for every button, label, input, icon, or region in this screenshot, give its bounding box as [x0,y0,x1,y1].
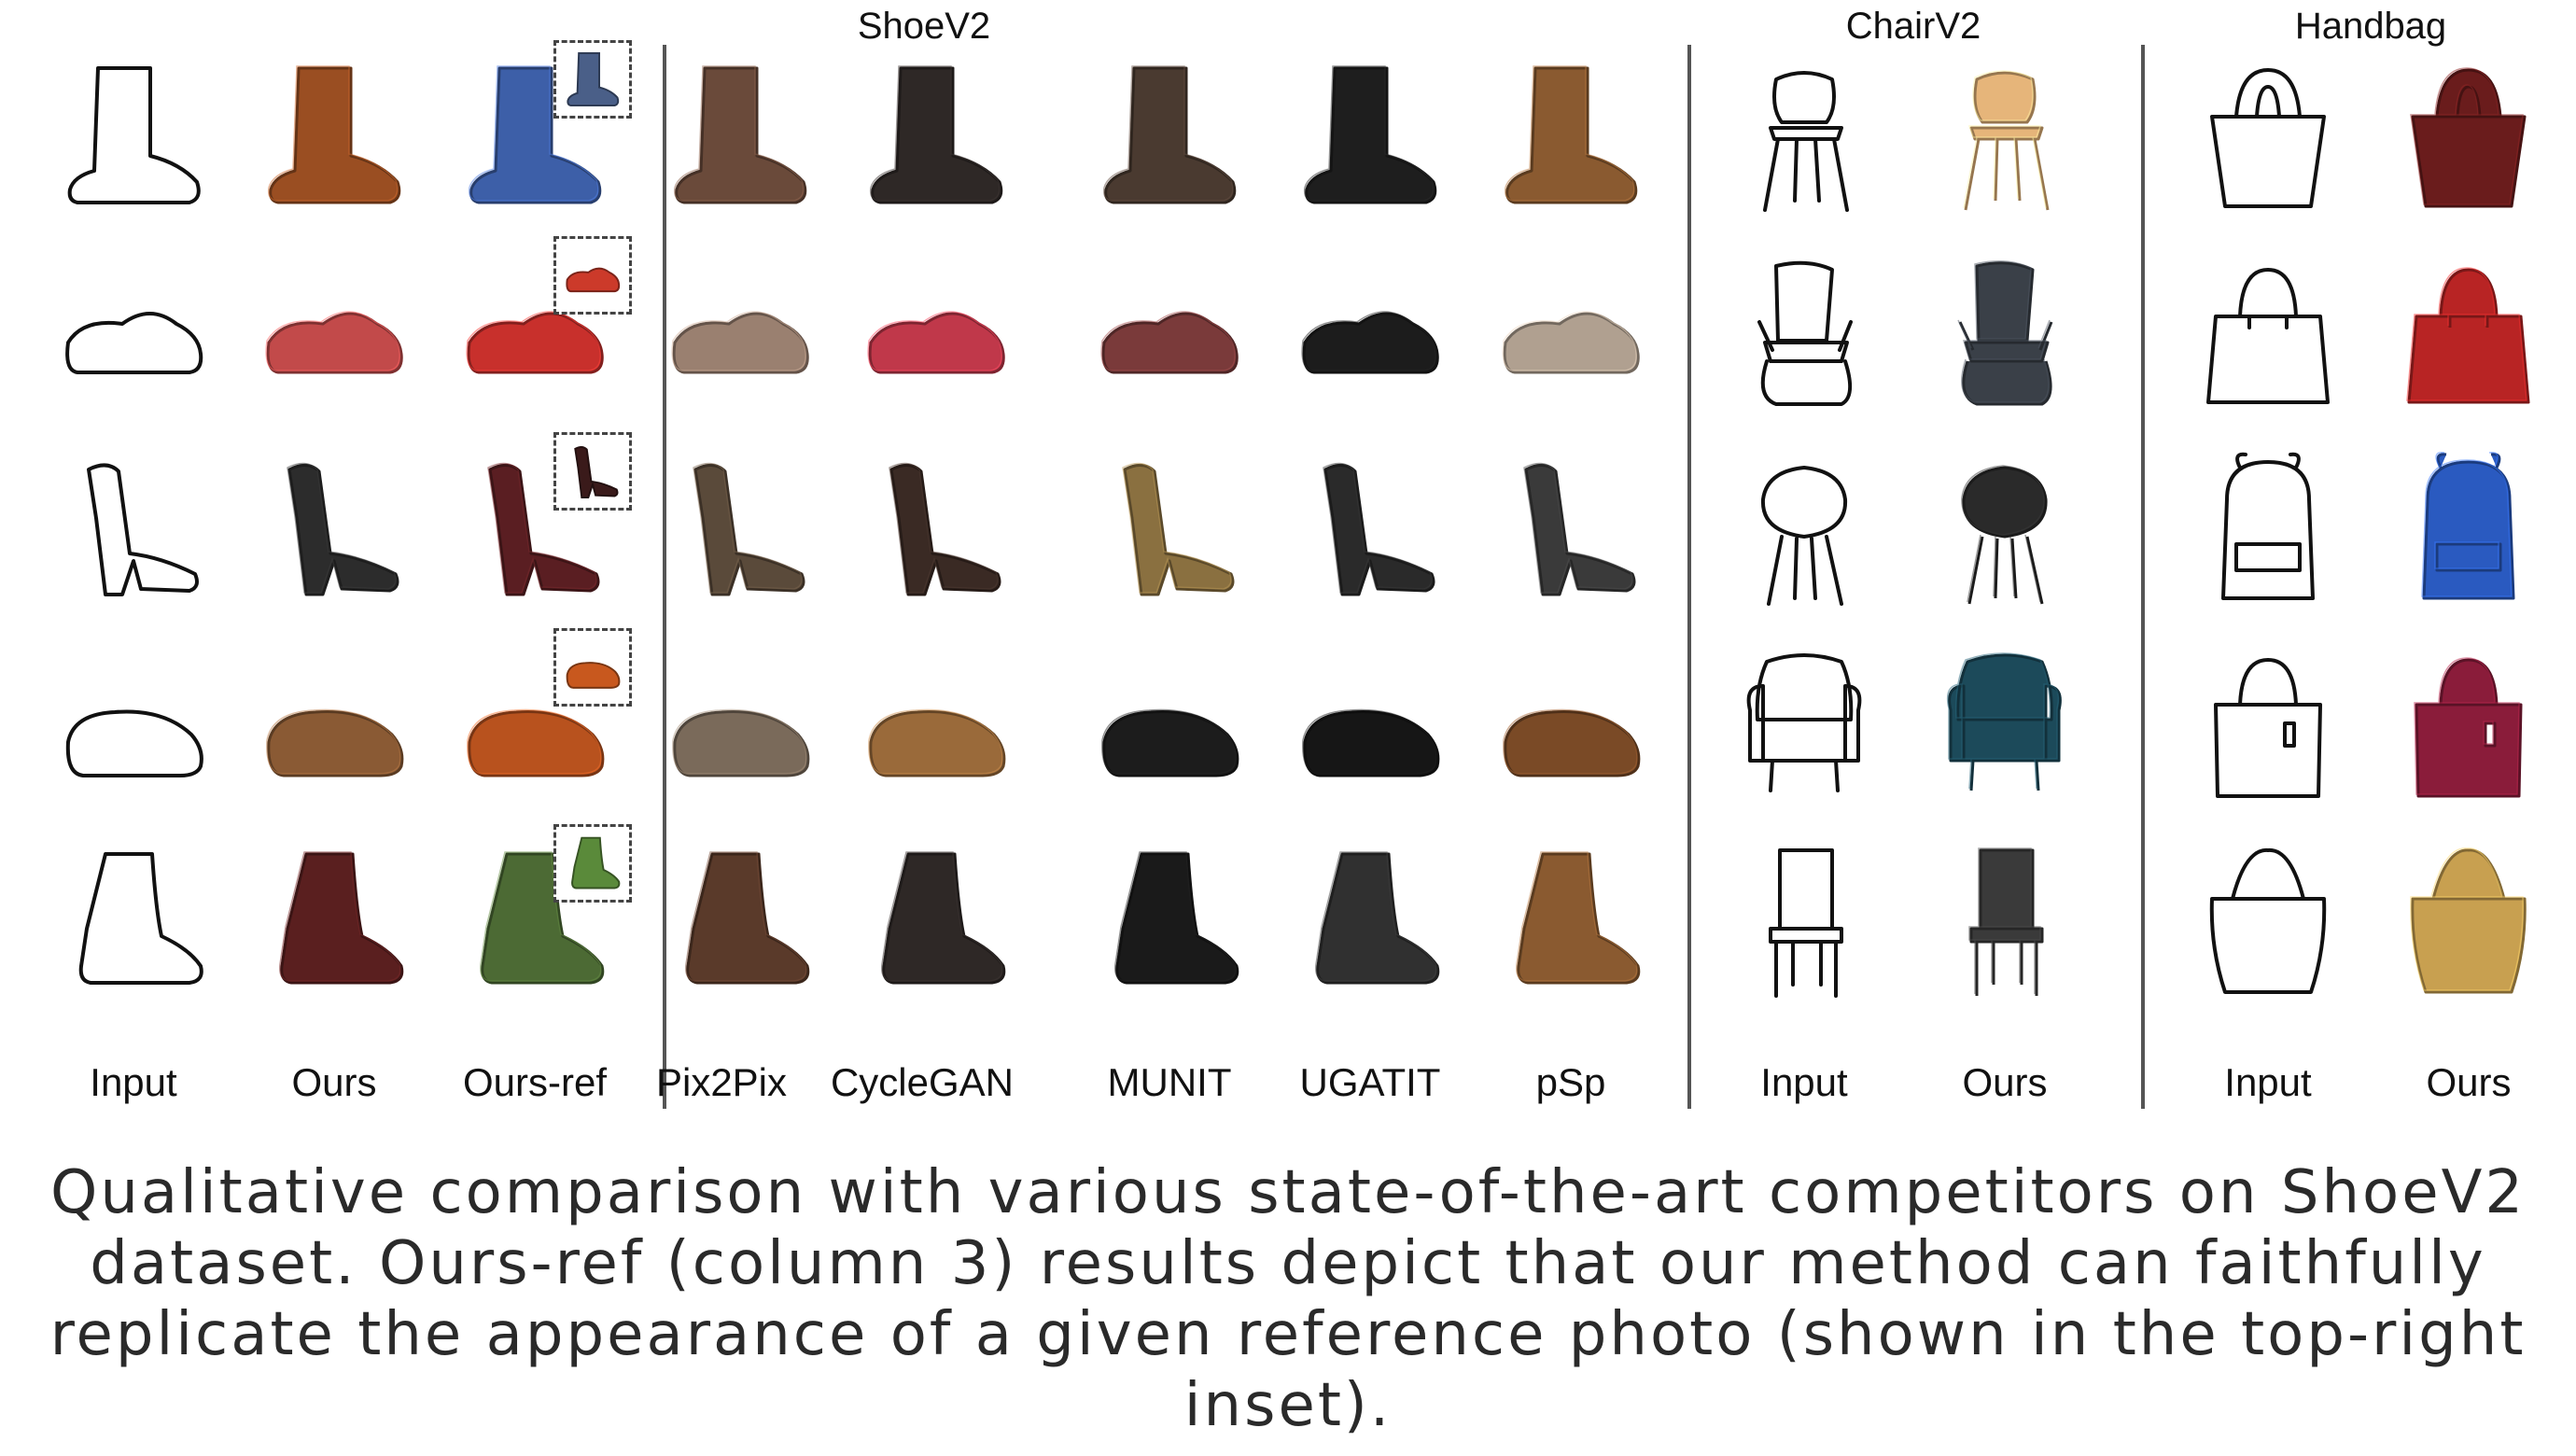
column-label-chair-ours: Ours [1962,1060,2048,1104]
psp-shoe [1477,826,1664,1013]
munit-shoe [1076,826,1263,1013]
input-sketch-shoe [40,630,227,817]
munit-shoe [1076,238,1263,425]
psp-shoe [1477,630,1664,817]
munit-shoe [1076,434,1263,621]
reference-photo-inset [553,628,632,707]
ours-ref-shoe [441,630,628,817]
input-sketch-bag [2175,42,2361,229]
ours-chair [1911,826,2098,1013]
cyclegan-shoe [843,434,1029,621]
munit-shoe [1076,630,1263,817]
ours-ref-shoe [441,826,628,1013]
group-title-chairv2: ChairV2 [1845,6,1981,47]
pix2pix-shoe [647,238,833,425]
input-sketch-bag [2175,238,2361,425]
ours-shoe [241,42,427,229]
column-label-input: Input [90,1060,177,1104]
separator-shoe-baselines [663,45,666,1109]
column-label-pix2pix: Pix2Pix [655,1060,788,1104]
input-sketch-chair [1711,826,1897,1013]
cyclegan-shoe [843,826,1029,1013]
pix2pix-shoe [647,630,833,817]
column-label-bag-input: Input [2224,1060,2312,1104]
input-sketch-chair [1711,434,1897,621]
reference-photo-inset [553,824,632,903]
reference-photo-inset [553,432,632,511]
ours-bag [2375,434,2562,621]
column-label-ugatit: UGATIT [1299,1060,1441,1104]
column-label-ours: Ours [291,1060,377,1104]
figure-caption: Qualitative comparison with various stat… [49,1158,2527,1440]
input-sketch-chair [1711,238,1897,425]
cyclegan-shoe [843,42,1029,229]
input-sketch-bag [2175,630,2361,817]
ugatit-shoe [1277,434,1463,621]
ours-bag [2375,826,2562,1013]
ours-ref-shoe [441,434,628,621]
ours-chair [1911,630,2098,817]
column-label-cyclegan: CycleGAN [830,1060,1015,1104]
input-sketch-shoe [40,238,227,425]
input-sketch-chair [1711,42,1897,229]
input-sketch-shoe [40,826,227,1013]
pix2pix-shoe [647,826,833,1013]
column-label-psp: pSp [1535,1060,1606,1104]
separator-handbag [2141,45,2145,1109]
reference-photo-inset [553,236,632,315]
input-sketch-bag [2175,826,2361,1013]
pix2pix-shoe [647,42,833,229]
cyclegan-shoe [843,630,1029,817]
ugatit-shoe [1277,630,1463,817]
reference-photo-inset [553,40,632,119]
group-title-handbag: Handbag [2294,6,2447,47]
input-sketch-shoe [40,42,227,229]
ours-chair [1911,42,2098,229]
input-sketch-bag [2175,434,2361,621]
column-label-munit: MUNIT [1107,1060,1232,1104]
ours-shoe [241,238,427,425]
column-label-ours-ref: Ours-ref [462,1060,607,1104]
input-sketch-shoe [40,434,227,621]
pix2pix-shoe [647,434,833,621]
input-sketch-chair [1711,630,1897,817]
ours-shoe [241,826,427,1013]
figure-panel: ShoeV2 ChairV2 Handbag Input Ours Ours-r… [40,6,2562,1109]
ugatit-shoe [1277,42,1463,229]
column-label-bag-ours: Ours [2426,1060,2512,1104]
ours-ref-shoe [441,42,628,229]
ours-shoe [241,434,427,621]
ours-bag [2375,238,2562,425]
ugatit-shoe [1277,238,1463,425]
ours-bag [2375,630,2562,817]
column-label-chair-input: Input [1760,1060,1848,1104]
ours-bag [2375,42,2562,229]
ours-chair [1911,238,2098,425]
ours-ref-shoe [441,238,628,425]
munit-shoe [1076,42,1263,229]
psp-shoe [1477,434,1664,621]
separator-chair [1687,45,1691,1109]
psp-shoe [1477,42,1664,229]
psp-shoe [1477,238,1664,425]
ours-chair [1911,434,2098,621]
group-title-shoev2: ShoeV2 [857,6,991,47]
ours-shoe [241,630,427,817]
cyclegan-shoe [843,238,1029,425]
ugatit-shoe [1277,826,1463,1013]
